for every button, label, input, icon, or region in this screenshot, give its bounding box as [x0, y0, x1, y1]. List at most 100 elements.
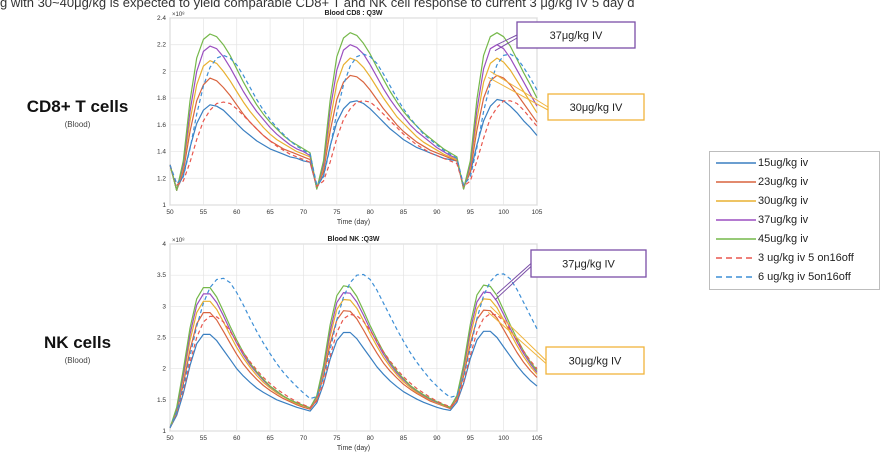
x-tick-label: 70: [300, 435, 308, 442]
legend-swatch: [716, 162, 756, 164]
x-tick-label: 85: [400, 435, 408, 442]
x-tick-label: 60: [233, 209, 241, 216]
x-tick-label: 65: [266, 435, 274, 442]
x-tick-label: 95: [467, 209, 475, 216]
callout-text: 37μg/kg IV: [562, 259, 615, 271]
y-tick-label: 1.8: [157, 95, 166, 102]
x-tick-label: 50: [166, 435, 174, 442]
series-line: [169, 273, 538, 429]
callout-leader: [489, 305, 547, 361]
x-tick-label: 75: [333, 209, 341, 216]
x-tick-label: 75: [333, 435, 341, 442]
y-tick-label: 2: [162, 366, 166, 373]
x-tick-label: 90: [433, 435, 441, 442]
callout-leader: [496, 263, 532, 295]
series-line: [169, 32, 538, 191]
x-tick-label: 80: [367, 435, 375, 442]
legend-label: 6 ug/kg iv 5on16off: [758, 271, 851, 283]
callout-box: [547, 93, 645, 121]
row-label-nk: NK cells (Blood): [20, 333, 135, 365]
y-tick-label: 2: [162, 68, 166, 75]
y-tick-label: 3.5: [157, 272, 166, 279]
legend-label: 3 ug/kg iv 5 on16off: [758, 252, 854, 264]
legend-swatch: [716, 181, 756, 183]
row-label-nk-main: NK cells: [43, 333, 112, 352]
legend-label: 37ug/kg iv: [758, 214, 809, 226]
callout-leader: [487, 311, 547, 364]
y-tick-label: 3: [162, 303, 166, 310]
y-tick-label: 2.4: [157, 15, 166, 22]
x-tick-label: 100: [498, 209, 509, 216]
x-tick-label: 90: [433, 209, 441, 216]
chart-panel-0: 50 55 60 65 70 75 80 85 90 95 100 105 1 1.2 1.4 1.6 1.8 2…: [157, 10, 645, 226]
row-label-cd8-main: CD8+ T cells: [26, 97, 129, 116]
legend-label: 15ug/kg iv: [758, 157, 809, 169]
callout-leader: [488, 76, 549, 111]
row-label-cd8: CD8+ T cells (Blood): [20, 97, 135, 129]
series-line: [169, 53, 538, 186]
y-exponent-label: ×10⁸: [172, 11, 185, 18]
series-line: [169, 57, 538, 191]
series-line: [169, 330, 538, 429]
x-axis-label: Time (day): [337, 219, 370, 226]
x-tick-label: 100: [498, 435, 509, 442]
callout-leader: [494, 266, 532, 301]
legend-label: 30ug/kg iv: [758, 195, 809, 207]
callout-leader: [494, 37, 518, 52]
y-tick-label: 4: [162, 241, 166, 248]
x-tick-label: 55: [200, 435, 208, 442]
row-label-nk-sub: (Blood): [64, 356, 91, 365]
y-tick-label: 1.2: [157, 175, 166, 182]
x-tick-label: 80: [367, 209, 375, 216]
series-line: [169, 74, 538, 191]
legend-swatch: [716, 219, 756, 221]
callout-box: [545, 346, 645, 375]
callout-box: [516, 21, 636, 49]
series-line: [169, 313, 538, 429]
y-tick-label: 1: [162, 428, 166, 435]
legend-swatch: [716, 238, 756, 240]
series-line: [169, 44, 538, 191]
series-line: [169, 284, 538, 429]
x-tick-label: 55: [200, 209, 208, 216]
chart-legend: 15ug/kg iv 23ug/kg iv 30ug/kg iv 37ug/kg iv…: [709, 151, 880, 290]
y-tick-label: 1.5: [157, 397, 166, 404]
row-label-cd8-sub: (Blood): [64, 120, 91, 129]
x-tick-label: 105: [532, 435, 543, 442]
legend-item: 15ug/kg iv: [710, 156, 880, 170]
chart-panel-1: 50 55 60 65 70 75 80 85 90 95 100 105 1 1.5 2 2.5 3 3.5 4 ×…: [157, 236, 647, 452]
callout-leader: [496, 34, 518, 46]
legend-item: 3 ug/kg iv 5 on16off: [710, 251, 880, 265]
callout-text: 30μg/kg IV: [570, 102, 623, 114]
legend-item: 23ug/kg iv: [710, 175, 880, 189]
x-tick-label: 95: [467, 435, 475, 442]
legend-label: 45ug/kg iv: [758, 233, 809, 245]
y-tick-label: 1.6: [157, 122, 166, 129]
legend-swatch: [716, 276, 756, 278]
legend-item: 37ug/kg iv: [710, 213, 880, 227]
chart-title: Blood NK :Q3W: [327, 236, 379, 243]
legend-item: 30ug/kg iv: [710, 194, 880, 208]
chart-title: Blood CD8 : Q3W: [325, 10, 383, 17]
x-tick-label: 65: [266, 209, 274, 216]
x-tick-label: 105: [532, 209, 543, 216]
series-line: [169, 98, 538, 190]
y-tick-label: 1: [162, 202, 166, 209]
legend-item: 45ug/kg iv: [710, 232, 880, 246]
legend-label: 23ug/kg iv: [758, 176, 809, 188]
x-tick-label: 85: [400, 209, 408, 216]
x-tick-label: 70: [300, 209, 308, 216]
legend-swatch: [716, 200, 756, 202]
y-tick-label: 2.5: [157, 335, 166, 342]
x-axis-label: Time (day): [337, 445, 370, 452]
x-tick-label: 50: [166, 209, 174, 216]
series-line: [169, 298, 538, 429]
legend-swatch: [716, 257, 756, 259]
y-tick-label: 2.2: [157, 42, 166, 49]
callout-box: [530, 249, 647, 278]
legend-item: 6 ug/kg iv 5on16off: [710, 270, 880, 284]
series-line: [169, 100, 538, 187]
callout-text: 30μg/kg IV: [569, 356, 622, 368]
y-exponent-label: ×10⁸: [172, 237, 185, 244]
